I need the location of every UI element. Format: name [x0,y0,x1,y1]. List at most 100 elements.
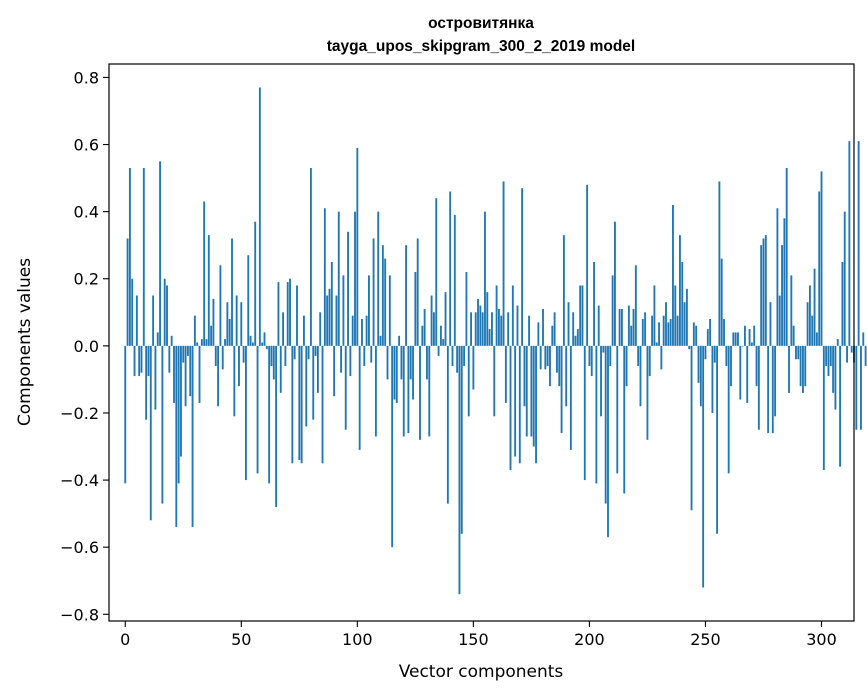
bar-156 [486,292,489,346]
bar-135 [437,345,440,356]
bar-123 [409,345,412,380]
bar-4 [133,345,136,377]
bar-173 [525,345,528,437]
bar-272 [755,345,758,387]
bar-209 [609,345,612,366]
bar-64 [272,345,275,380]
y-tick-label: 0.8 [74,68,99,87]
bar-264 [737,332,739,346]
bar-146 [463,345,466,366]
bar-127 [419,345,421,440]
bar-221 [637,345,640,366]
bar-67 [279,345,282,393]
bar-18 [166,285,168,346]
bar-85 [321,345,324,464]
bar-1 [126,238,129,346]
bar-88 [328,288,331,346]
bar-38 [212,298,215,346]
bar-120 [402,345,405,437]
bar-63 [270,345,273,366]
bar-317 [860,345,862,430]
bar-16 [161,345,164,504]
y-axis-label: Components values [15,258,35,426]
x-axis-ticks: 0 50 100 150 200 250 300 [120,621,837,649]
bar-190 [565,345,568,407]
x-tick-label: 50 [231,630,251,649]
bar-49 [238,345,240,387]
bar-213 [618,308,621,346]
bar-299 [818,191,821,346]
bar-62 [268,345,271,484]
bar-48 [235,295,238,346]
bar-111 [381,245,384,346]
bar-234 [667,322,670,346]
y-tick-label: −0.4 [60,471,99,490]
bar-244 [690,345,693,511]
bar-119 [400,345,403,380]
bar-103 [363,345,366,366]
bar-0 [124,345,127,484]
bar-152 [477,298,479,346]
bar-293 [804,345,807,387]
bar-101 [358,345,361,450]
bar-94 [342,275,345,346]
bar-249 [702,345,705,588]
bar-148 [467,345,470,417]
bar-72 [291,345,294,464]
bar-186 [556,345,558,373]
bar-96 [347,231,349,346]
bar-216 [625,345,628,387]
bar-99 [354,211,356,346]
bar-210 [611,275,614,346]
bar-128 [421,325,424,346]
bar-84 [319,312,322,346]
bar-97 [349,345,352,377]
bar-214 [620,308,623,346]
bar-185 [553,312,556,346]
bar-230 [658,322,660,346]
bar-77 [303,315,305,346]
bar-20 [170,335,173,346]
bar-142 [453,214,456,346]
bar-256 [718,181,721,346]
bar-149 [470,312,472,346]
bar-35 [205,339,208,346]
bar-220 [634,265,637,346]
bar-11 [149,345,152,521]
bar-177 [535,345,537,464]
bar-284 [783,218,786,346]
bar-262 [732,332,735,346]
bar-247 [697,345,700,383]
bar-191 [567,302,570,346]
bar-180 [542,308,544,346]
bar-219 [632,308,635,346]
bar-59 [261,342,264,346]
bar-79 [307,345,310,360]
bar-43 [224,339,226,346]
bar-86 [323,208,326,346]
bar-193 [572,312,575,346]
bar-238 [676,315,679,346]
bar-204 [597,305,600,346]
bar-170 [518,345,521,464]
bar-282 [778,295,781,346]
bar-28 [189,345,192,397]
bar-30 [193,315,196,346]
bar-78 [305,345,308,427]
bar-89 [330,261,333,346]
x-tick-label: 200 [574,630,605,649]
bar-187 [558,345,561,387]
bar-106 [370,345,373,363]
bar-126 [416,238,419,346]
bar-181 [544,345,547,370]
bar-239 [679,235,681,346]
bar-151 [474,312,477,346]
bar-44 [226,302,229,346]
bar-144 [458,345,461,595]
bar-199 [586,184,589,346]
x-tick-label: 250 [690,630,721,649]
bar-227 [651,315,654,346]
plot-frame [108,63,855,622]
x-tick-label: 150 [458,630,489,649]
bar-250 [704,345,707,360]
